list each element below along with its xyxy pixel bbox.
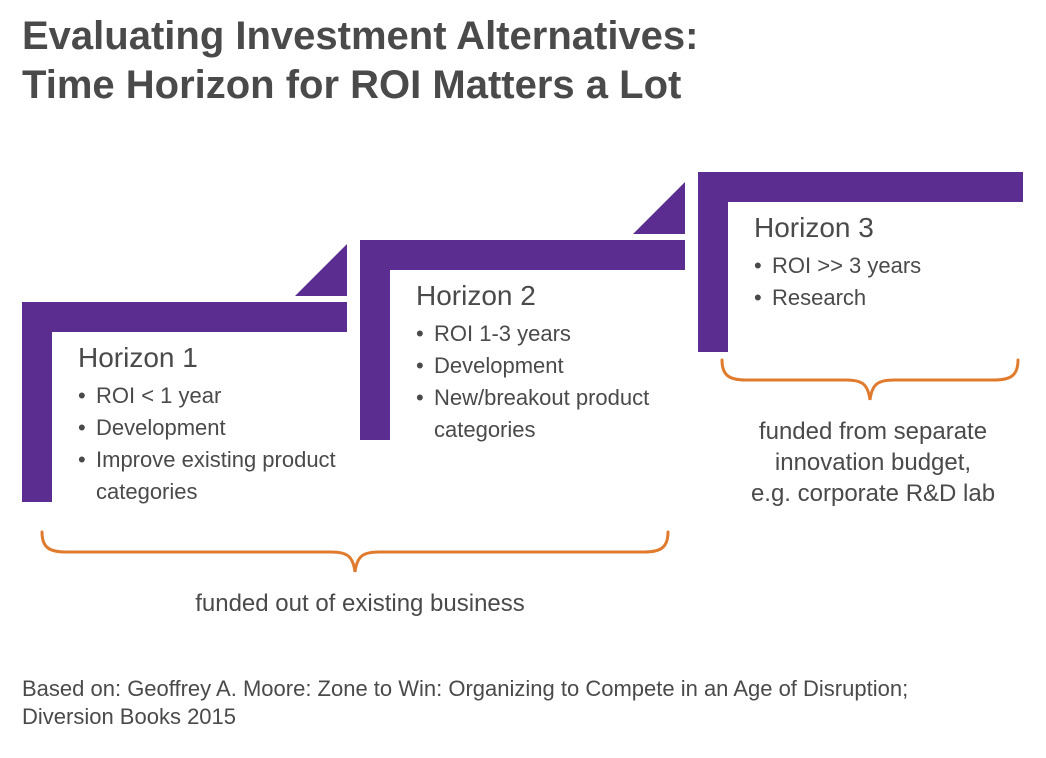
caption-left: funded out of existing business: [160, 588, 560, 619]
horizon-1-triangle-icon: [295, 244, 347, 296]
horizon-2-bar-side: [360, 240, 390, 440]
horizon-1-bar-top: [22, 302, 347, 332]
horizon-2-text: Horizon 2 ROI 1-3 years Development New/…: [416, 280, 676, 446]
caption-right-line-2: innovation budget,: [718, 447, 1028, 478]
horizon-3-title: Horizon 3: [754, 212, 1014, 244]
horizon-2-bullets: ROI 1-3 years Development New/breakout p…: [416, 318, 676, 446]
horizon-1-bullets: ROI < 1 year Development Improve existin…: [78, 380, 338, 508]
caption-right-line-1: funded from separate: [718, 416, 1028, 447]
horizon-1-title: Horizon 1: [78, 342, 338, 374]
title-line-2: Time Horizon for ROI Matters a Lot: [22, 61, 698, 110]
horizon-2-bar-top: [360, 240, 685, 270]
list-item: ROI >> 3 years: [754, 250, 1014, 282]
brace-left: [40, 530, 670, 574]
list-item: ROI < 1 year: [78, 380, 338, 412]
list-item: ROI 1-3 years: [416, 318, 676, 350]
horizon-1-text: Horizon 1 ROI < 1 year Development Impro…: [78, 342, 338, 508]
horizon-3-bar-side: [698, 172, 728, 352]
horizon-2-triangle-icon: [633, 182, 685, 234]
horizon-3-text: Horizon 3 ROI >> 3 years Research: [754, 212, 1014, 314]
caption-left-text: funded out of existing business: [195, 590, 525, 617]
horizon-1-bar-side: [22, 302, 52, 502]
horizon-2-title: Horizon 2: [416, 280, 676, 312]
footer-citation: Based on: Geoffrey A. Moore: Zone to Win…: [22, 675, 908, 732]
list-item: Research: [754, 282, 1014, 314]
footer-line-1: Based on: Geoffrey A. Moore: Zone to Win…: [22, 675, 908, 704]
list-item: Improve existing product categories: [78, 444, 338, 508]
brace-right: [720, 358, 1020, 402]
horizon-3-bar-top: [698, 172, 1023, 202]
title-line-1: Evaluating Investment Alternatives:: [22, 12, 698, 61]
caption-right-line-3: e.g. corporate R&D lab: [718, 478, 1028, 509]
list-item: New/breakout product categories: [416, 382, 676, 446]
horizon-3-bullets: ROI >> 3 years Research: [754, 250, 1014, 314]
footer-line-2: Diversion Books 2015: [22, 703, 908, 732]
canvas: Evaluating Investment Alternatives: Time…: [0, 0, 1046, 758]
page-title: Evaluating Investment Alternatives: Time…: [22, 12, 698, 110]
caption-right: funded from separate innovation budget, …: [718, 416, 1028, 510]
list-item: Development: [78, 412, 338, 444]
list-item: Development: [416, 350, 676, 382]
